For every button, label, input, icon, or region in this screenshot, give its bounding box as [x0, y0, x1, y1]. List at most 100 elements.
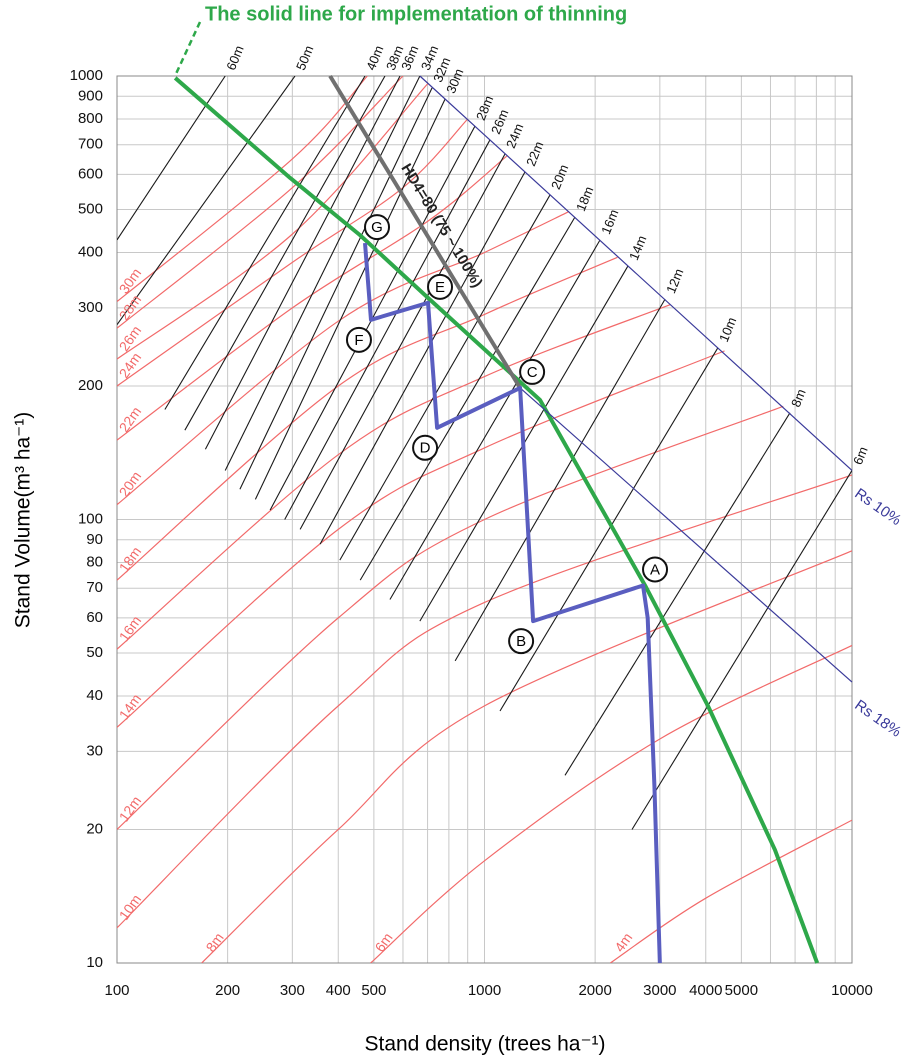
data-line [164, 76, 366, 410]
series-label: Rs 10% [851, 485, 904, 529]
y-tick-label: 700 [78, 136, 103, 153]
y-axis-label: Stand Volume(m³ ha⁻¹) [12, 412, 35, 629]
data-line [254, 98, 446, 500]
point-marker [642, 556, 669, 583]
data-line [117, 83, 429, 360]
point-label: F [354, 332, 363, 349]
point-label: B [516, 633, 526, 650]
point-label: E [435, 279, 445, 296]
data-line [631, 470, 852, 830]
data-line [564, 412, 791, 776]
line-label: 4m [611, 930, 635, 955]
y-tick-label: 20 [86, 820, 103, 837]
line-label: 16m [598, 207, 621, 236]
data-line [224, 76, 421, 471]
y-tick-label: 50 [86, 644, 103, 661]
line-label: 60m [223, 43, 246, 72]
data-line [117, 76, 296, 325]
line-label: 8m [202, 930, 226, 955]
y-tick-label: 80 [86, 553, 103, 570]
x-axis-label: Stand density (trees ha⁻¹) [364, 1033, 605, 1056]
data-line [499, 347, 719, 712]
data-line [117, 304, 671, 650]
x-tick-label: 1000 [468, 982, 501, 999]
data-line [117, 76, 368, 303]
annotation-leader [173, 21, 202, 77]
point-marker [427, 273, 454, 300]
data-line [519, 387, 853, 683]
y-tick-label: 60 [86, 609, 103, 626]
line-label: 12m [116, 793, 145, 824]
data-line [117, 76, 226, 241]
data-line [299, 153, 506, 530]
point-label: C [527, 364, 538, 381]
x-tick-label: 10000 [831, 982, 873, 999]
line-label: 26m [116, 323, 145, 354]
y-tick-label: 100 [78, 510, 103, 527]
x-tick-label: 500 [361, 982, 386, 999]
y-tick-label: 900 [78, 87, 103, 104]
data-line [370, 644, 852, 963]
y-tick-label: 300 [78, 299, 103, 316]
point-label: G [371, 219, 383, 236]
y-tick-label: 600 [78, 165, 103, 182]
data-line [239, 87, 433, 490]
y-tick-label: 30 [86, 742, 103, 759]
point-marker [508, 628, 535, 655]
annotation: The solid line for implementation of thi… [205, 3, 627, 25]
data-line [610, 819, 852, 963]
point-label: D [420, 440, 431, 457]
y-tick-label: 10 [86, 954, 103, 971]
point-label: A [650, 561, 660, 578]
data-line [117, 210, 570, 506]
data-line [117, 405, 784, 830]
line-label: 20m [116, 468, 145, 499]
y-tick-label: 400 [78, 243, 103, 260]
line-label: 6m [371, 930, 395, 955]
line-label: 40m [363, 43, 386, 72]
x-tick-label: 400 [326, 982, 351, 999]
line-label: 24m [116, 350, 145, 381]
data-line [328, 74, 522, 389]
line-label: 22m [523, 139, 546, 168]
plot-border [116, 75, 853, 964]
data-line [117, 350, 725, 728]
data-line [201, 550, 852, 963]
data-line [184, 76, 386, 431]
point-marker [345, 326, 372, 353]
y-tick-label: 70 [86, 579, 103, 596]
data-line [339, 194, 551, 561]
y-tick-label: 40 [86, 687, 103, 704]
x-tick-label: 2000 [578, 982, 611, 999]
y-tick-label: 1000 [70, 67, 103, 84]
y-tick-label: 90 [86, 531, 103, 548]
x-tick-label: 100 [104, 982, 129, 999]
line-label: 14m [626, 233, 649, 262]
data-line [117, 155, 508, 441]
y-tick-label: 800 [78, 110, 103, 127]
plot-area [117, 76, 852, 963]
data-line [359, 216, 576, 581]
line-label: 6m [850, 444, 871, 466]
series-label: Rs 18% [851, 697, 904, 741]
line-label: 50m [293, 43, 316, 72]
line-label: 20m [548, 162, 571, 191]
data-line [284, 139, 491, 520]
line-label: 10m [116, 891, 145, 922]
point-marker [364, 214, 391, 241]
x-tick-label: 4000 [689, 982, 722, 999]
data-line [117, 256, 618, 581]
data-line [454, 298, 666, 662]
y-tick-label: 500 [78, 200, 103, 217]
point-marker [519, 358, 546, 385]
x-tick-label: 200 [215, 982, 240, 999]
data-line [419, 75, 853, 471]
line-label: 8m [788, 387, 809, 409]
point-marker [412, 434, 439, 461]
line-label: 10m [716, 315, 739, 344]
line-label: 24m [503, 121, 526, 150]
data-line [117, 474, 852, 929]
y-tick-label: 200 [78, 377, 103, 394]
x-tick-label: 300 [280, 982, 305, 999]
